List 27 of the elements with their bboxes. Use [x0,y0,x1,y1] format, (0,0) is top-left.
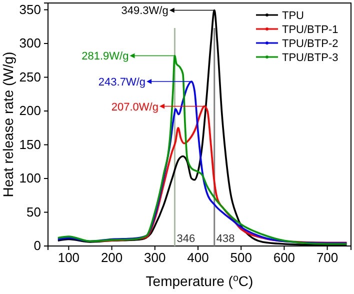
annotation: 349.3W/g [121,5,168,18]
legend-label: TPU/BTP-1 [282,24,338,36]
y-tick-label: 150 [19,136,41,152]
x-tick-label: 600 [273,250,296,266]
y-tick-label: 50 [26,204,41,220]
y-tick-label: 100 [19,170,41,186]
y-tick-label: 0 [34,238,41,254]
y-tick-label: 200 [19,103,41,118]
x-tick-label: 400 [187,250,209,266]
x-axis-title: Temperature ($^{o}$C) [146,272,254,289]
x-tick-label: 300 [144,250,166,266]
ref-line-label: 346 [176,233,196,245]
legend-label: TPU [282,10,304,22]
annotation: 207.0W/g [111,101,158,114]
annotation: 281.9W/g [82,50,129,63]
x-tick-label: 700 [316,250,338,266]
annotation: 243.7W/g [98,76,146,89]
ref-line-label: 438 [216,233,235,245]
x-tick-label: 200 [100,250,123,266]
y-tick-label: 250 [19,69,41,84]
x-tick-label: 100 [58,250,80,266]
y-tick-label: 300 [19,36,41,51]
legend-label: TPU/BTP-3 [282,52,338,64]
y-axis-title: Heat release rate (W/g) [0,52,16,198]
y-tick-label: 350 [19,2,41,17]
x-tick-label: 500 [230,250,252,266]
legend-label: TPU/BTP-2 [282,38,338,50]
